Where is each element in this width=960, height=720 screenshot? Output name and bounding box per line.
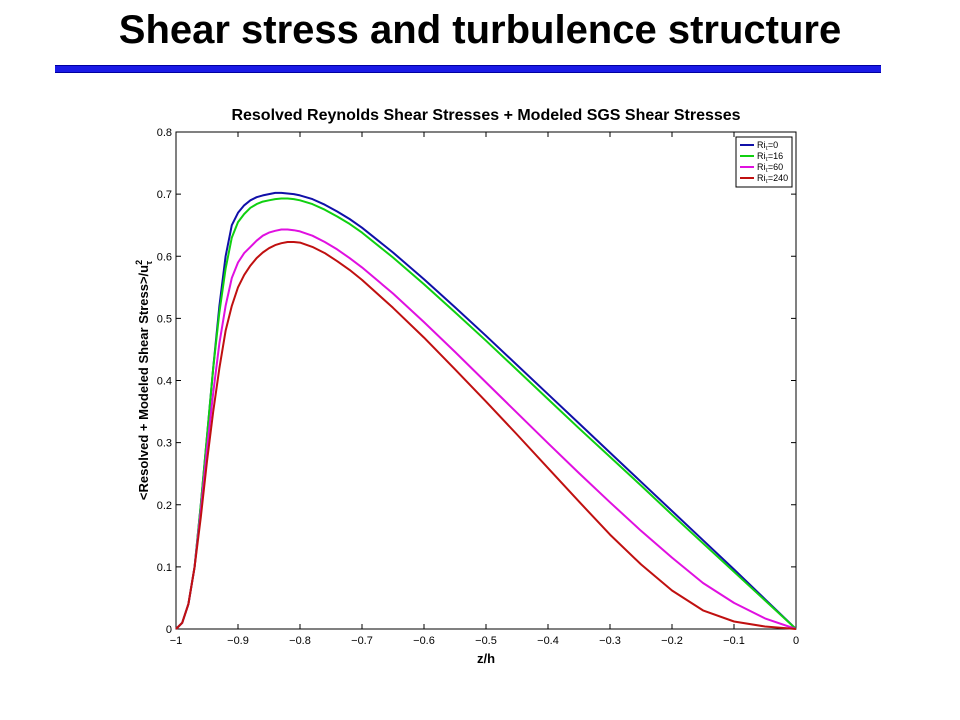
- x-tick-label: 0: [793, 635, 799, 647]
- y-tick-label: 0.6: [157, 251, 172, 263]
- series-line: [175, 228, 797, 630]
- y-tick-label: 0.7: [157, 189, 172, 201]
- y-tick-label: 0.2: [157, 500, 172, 512]
- title-underline-bar: [55, 65, 881, 73]
- y-axis-label: <Resolved + Modeled Shear Stress>/u2τ: [134, 260, 154, 500]
- x-tick-label: −0.5: [475, 635, 497, 647]
- legend-label: Riτ=60: [757, 162, 783, 174]
- series-line: [175, 197, 797, 630]
- y-tick-label: 0.4: [157, 376, 172, 388]
- x-tick-label: −0.1: [723, 635, 745, 647]
- y-axis-label-main: <Resolved + Modeled Shear Stress>/u: [136, 265, 151, 500]
- axis-ticks: −1 −0.9 −0.8 −0.7 −0.6 −0.5 −0.4 −0.3 −0.2 −0.1 0 0…: [157, 127, 799, 647]
- y-tick-label: 0.5: [157, 313, 172, 325]
- plot-area: [175, 131, 797, 630]
- x-tick-label: −0.9: [227, 635, 249, 647]
- y-tick-label: 0.8: [157, 127, 172, 139]
- x-tick-label: −1: [170, 635, 183, 647]
- x-tick-label: −0.7: [351, 635, 373, 647]
- x-tick-label: −0.3: [599, 635, 621, 647]
- y-axis-label-sup: 2: [134, 260, 144, 265]
- slide-title: Shear stress and turbulence structure: [118, 8, 842, 52]
- y-tick-label: 0: [166, 624, 172, 636]
- x-tick-label: −0.4: [537, 635, 559, 647]
- x-tick-label: −0.2: [661, 635, 683, 647]
- y-axis-label-group: <Resolved + Modeled Shear Stress>/u2τ: [134, 260, 154, 500]
- y-tick-label: 0.3: [157, 438, 172, 450]
- chart-title: Resolved Reynolds Shear Stresses + Model…: [231, 107, 740, 124]
- legend-label: Riτ=0: [757, 140, 778, 152]
- x-tick-label: −0.6: [413, 635, 435, 647]
- y-axis-label-sub: τ: [144, 261, 154, 265]
- legend-label: Riτ=240: [757, 173, 788, 185]
- legend-label: Riτ=16: [757, 151, 783, 163]
- x-tick-label: −0.8: [289, 635, 311, 647]
- series-line: [175, 241, 797, 630]
- x-axis-label: z/h: [477, 651, 495, 666]
- y-tick-label: 0.1: [157, 562, 172, 574]
- series-lines: [175, 191, 797, 630]
